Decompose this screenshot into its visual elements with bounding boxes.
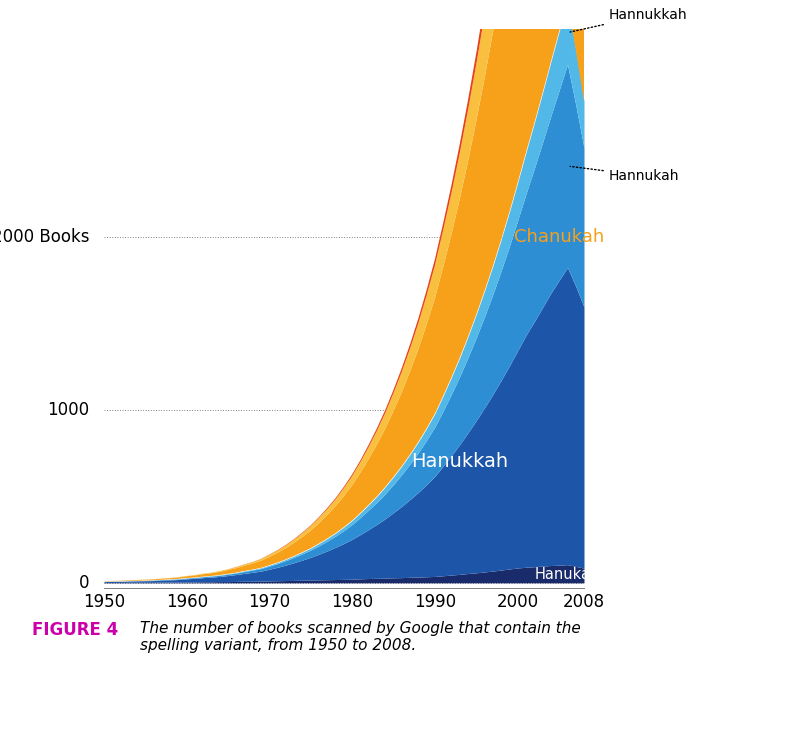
Text: Hanukah: Hanukah — [534, 567, 600, 581]
Text: Hanukkah: Hanukkah — [411, 452, 509, 471]
Text: FIGURE 4: FIGURE 4 — [32, 621, 118, 639]
Text: Chanukah: Chanukah — [514, 228, 604, 246]
Text: The number of books scanned by Google that contain the
spelling variant, from 19: The number of books scanned by Google th… — [140, 621, 581, 653]
Text: Hannukkah: Hannukkah — [570, 8, 687, 32]
Text: 2000 Books: 2000 Books — [0, 228, 90, 246]
Text: 1000: 1000 — [47, 401, 90, 419]
Text: 0: 0 — [79, 574, 90, 592]
Text: Hannukah: Hannukah — [570, 166, 679, 183]
